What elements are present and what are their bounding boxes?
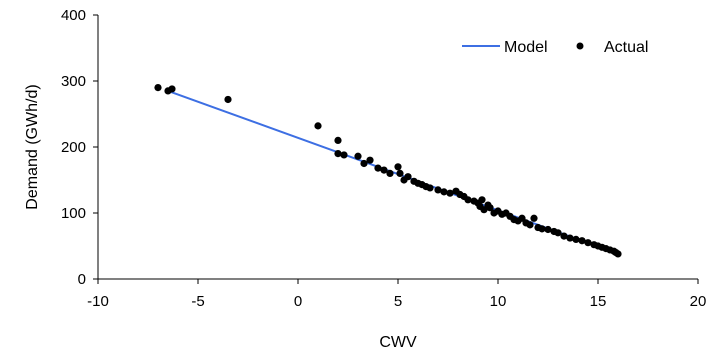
actual-point — [526, 221, 534, 229]
actual-point — [486, 204, 494, 212]
actual-point — [386, 169, 394, 177]
actual-point — [478, 196, 486, 204]
y-ticks: 0 100 200 300 400 — [61, 7, 98, 288]
y-tick-label: 300 — [61, 73, 86, 90]
actual-point — [380, 166, 388, 174]
actual-point — [530, 214, 538, 222]
y-tick-label: 100 — [61, 205, 86, 222]
actual-point — [360, 159, 368, 168]
actual-point — [374, 164, 382, 172]
x-tick-label: 20 — [690, 293, 707, 310]
actual-point — [334, 150, 342, 158]
actual-point — [578, 237, 586, 245]
actual-point — [396, 169, 404, 177]
actual-point — [154, 84, 162, 92]
x-tick-label: -5 — [191, 293, 204, 310]
actual-point — [544, 225, 552, 234]
x-tick-label: 0 — [294, 293, 302, 310]
actual-point — [572, 235, 580, 243]
actual-point — [434, 186, 442, 194]
actual-point — [394, 163, 402, 171]
x-ticks: -10 -5 0 5 10 15 20 — [87, 279, 706, 310]
legend-actual-label: Actual — [604, 39, 648, 56]
legend: Model Actual — [462, 39, 648, 56]
y-tick-label: 200 — [61, 139, 86, 156]
y-axis-title: Demand (GWh/d) — [24, 84, 41, 209]
x-axis-title: CWV — [379, 334, 417, 351]
actual-point — [224, 95, 232, 104]
x-tick-label: -10 — [87, 293, 109, 310]
actual-point — [168, 85, 176, 93]
y-tick-label: 400 — [61, 7, 86, 24]
x-tick-label: 5 — [394, 293, 402, 310]
actual-point — [426, 184, 434, 192]
actual-point — [366, 156, 374, 164]
actual-point — [464, 196, 472, 204]
actual-point — [554, 229, 562, 237]
y-tick-label: 0 — [78, 271, 86, 288]
x-tick-label: 15 — [590, 293, 607, 310]
x-tick-label: 10 — [490, 293, 507, 310]
actual-point — [584, 239, 592, 247]
actual-point — [538, 225, 546, 233]
legend-model-label: Model — [504, 39, 548, 56]
legend-actual-swatch — [576, 42, 584, 50]
actual-point — [612, 249, 620, 257]
actual-point — [560, 232, 568, 240]
actual-point — [314, 122, 322, 130]
actual-point — [334, 136, 342, 144]
actual-point — [440, 188, 448, 196]
actual-point — [446, 189, 454, 197]
actual-point — [566, 234, 574, 242]
actual-point — [354, 152, 362, 160]
actual-point — [340, 151, 348, 159]
series — [154, 84, 622, 258]
actual-point — [404, 173, 412, 181]
